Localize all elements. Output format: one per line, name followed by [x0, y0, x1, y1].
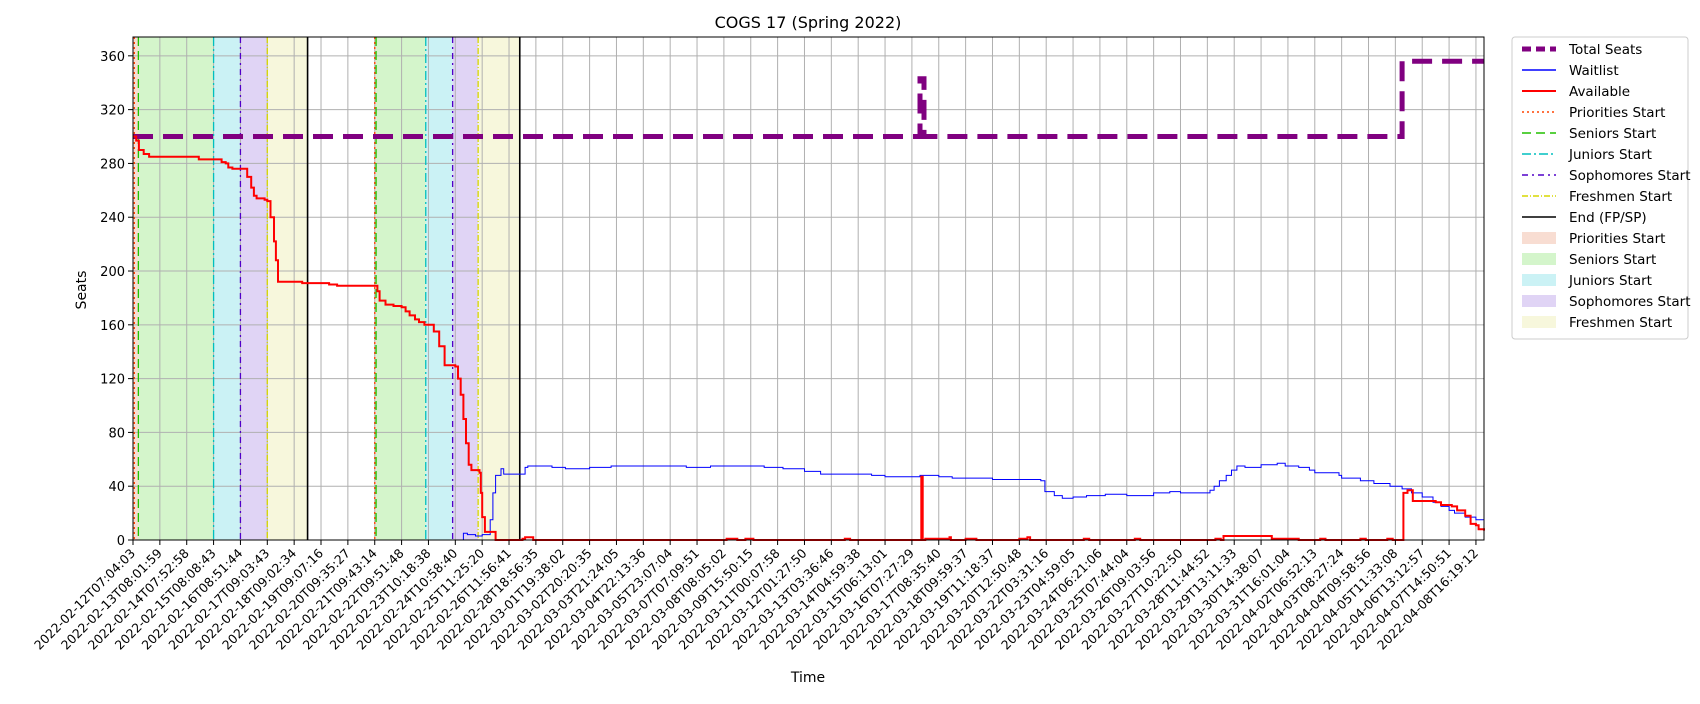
axes: 040801201602002402803203602022-02-12T07:…	[31, 36, 1485, 653]
plot-frame	[132, 36, 1485, 541]
chart-title: COGS 17 (Spring 2022)	[715, 13, 902, 32]
region-3-1	[452, 37, 479, 540]
start-markers	[133, 37, 521, 540]
region-4-0	[267, 37, 308, 540]
region-0-0	[133, 37, 139, 540]
region-2-1	[425, 37, 453, 540]
region-4-1	[478, 37, 520, 540]
y-tick-label-0: 0	[117, 534, 125, 549]
legend-label-10: Seniors Start	[1569, 252, 1656, 268]
y-tick-label-7: 280	[100, 157, 125, 172]
y-tick-label-8: 320	[100, 104, 125, 119]
legend-label-1: Waitlist	[1569, 63, 1619, 79]
y-tick-label-6: 240	[100, 211, 125, 226]
region-3-0	[240, 37, 268, 540]
series-2	[133, 135, 1485, 541]
region-1-1	[376, 37, 426, 540]
legend-label-12: Sophomores Start	[1569, 294, 1691, 310]
legend-label-9: Priorities Start	[1569, 231, 1665, 247]
y-tick-label-5: 200	[100, 265, 125, 280]
region-0-1	[374, 37, 377, 540]
shaded-regions	[133, 37, 520, 540]
data-series	[133, 58, 1485, 541]
legend-label-0: Total Seats	[1568, 42, 1642, 58]
region-1-0	[138, 37, 214, 540]
legend-swatch-11	[1522, 274, 1556, 286]
legend-label-8: End (FP/SP)	[1569, 210, 1647, 226]
legend-swatch-12	[1522, 295, 1556, 307]
series-0	[133, 58, 1484, 139]
y-tick-label-1: 40	[108, 480, 125, 495]
y-tick-label-9: 360	[100, 50, 125, 65]
legend-swatch-9	[1522, 232, 1556, 244]
y-axis-label: Seats	[74, 271, 90, 310]
x-axis-label: Time	[790, 670, 825, 686]
y-tick-label-3: 120	[100, 373, 125, 388]
legend-label-2: Available	[1569, 84, 1630, 100]
legend-label-7: Freshmen Start	[1569, 189, 1672, 205]
legend-swatch-13	[1522, 316, 1556, 328]
y-tick-label-4: 160	[100, 319, 125, 334]
legend-label-3: Priorities Start	[1569, 105, 1665, 121]
legend-label-11: Juniors Start	[1568, 273, 1652, 289]
series-1	[133, 462, 1485, 541]
region-2-0	[213, 37, 241, 540]
grid-lines	[132, 37, 1484, 541]
legend: Total Seats Waitlist Available Priorities S…	[1511, 36, 1691, 340]
legend-label-5: Juniors Start	[1568, 147, 1652, 163]
legend-swatch-10	[1522, 253, 1556, 265]
legend-label-6: Sophomores Start	[1569, 168, 1691, 184]
y-tick-label-2: 80	[108, 426, 125, 441]
legend-label-13: Freshmen Start	[1569, 315, 1672, 331]
legend-label-4: Seniors Start	[1569, 126, 1656, 142]
